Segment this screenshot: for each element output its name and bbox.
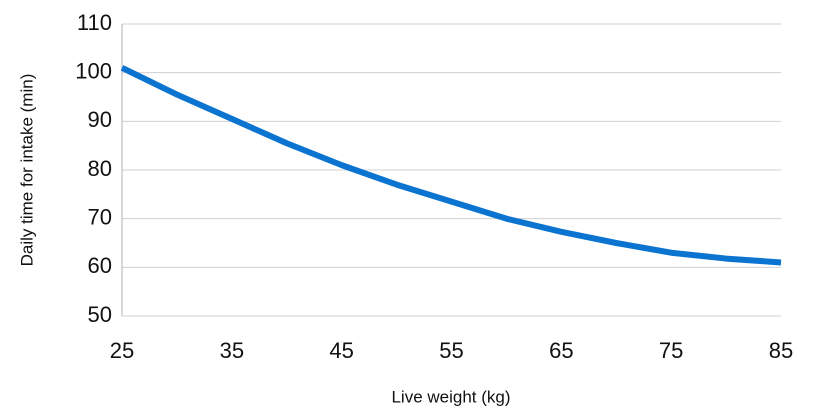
data-line [120,65,782,266]
x-tick-label: 85 [769,338,793,363]
y-tick-label: 60 [88,253,112,278]
x-tick-label: 65 [549,338,573,363]
y-tick-label: 110 [77,10,112,35]
y-tick-label: 90 [88,107,112,132]
x-tick-label: 45 [329,338,353,363]
y-tick-label: 100 [75,58,112,83]
y-tick-label: 70 [88,204,112,229]
y-axis-label: Daily time for intake (min) [17,74,36,267]
x-tick-label: 35 [220,338,244,363]
x-tick-label: 75 [659,338,683,363]
x-axis-label: Live weight (kg) [391,387,510,406]
y-tick-label: 50 [88,302,112,327]
x-tick-label: 25 [110,338,134,363]
y-tick-label: 80 [88,156,112,181]
x-tick-label: 55 [439,338,463,363]
